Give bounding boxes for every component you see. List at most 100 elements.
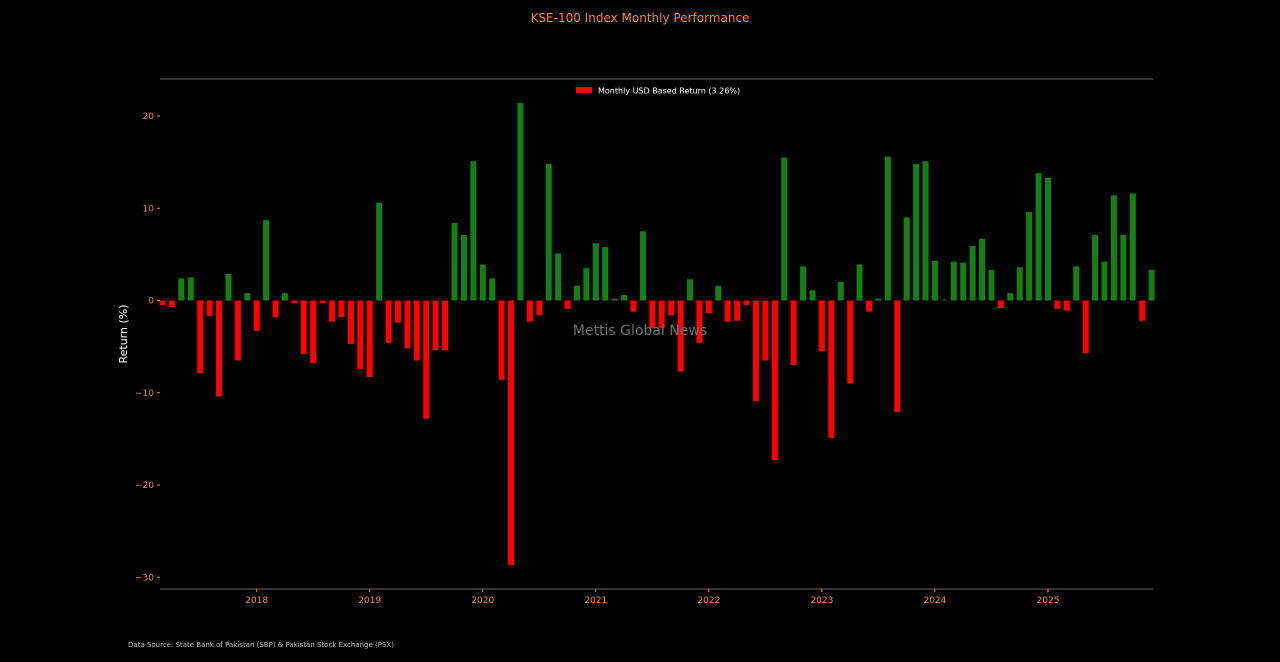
bar (762, 300, 769, 361)
legend-swatch (576, 87, 592, 93)
bar (1148, 270, 1155, 301)
bar (225, 273, 232, 301)
bar (234, 300, 241, 361)
bar (743, 300, 750, 306)
bar (658, 300, 665, 329)
legend-label: Monthly USD Based Return (3.26%) (598, 87, 740, 96)
bar (197, 300, 204, 374)
bar (291, 300, 298, 304)
bar (395, 300, 401, 323)
bar (781, 157, 788, 301)
bar (404, 300, 411, 349)
bar (1054, 300, 1061, 309)
bar (979, 238, 986, 301)
bar (555, 253, 562, 301)
bar (216, 300, 223, 397)
bar (969, 246, 976, 301)
bar (677, 300, 684, 372)
bar (630, 300, 637, 312)
y-axis-label: Return (%) (117, 304, 130, 363)
bar (366, 300, 373, 378)
bar (479, 264, 486, 301)
bar (263, 220, 270, 301)
bar (1044, 177, 1051, 301)
bar (517, 103, 524, 301)
bar (1139, 300, 1146, 321)
bar (1063, 300, 1070, 311)
bar (828, 300, 835, 438)
bar (715, 285, 722, 301)
bar (960, 262, 967, 301)
bar (602, 247, 609, 301)
legend: Monthly USD Based Return (3.26%) (576, 87, 740, 96)
x-tick-label: 2020 (471, 596, 494, 606)
bar (178, 278, 185, 301)
bar (847, 300, 854, 384)
bar (649, 300, 656, 329)
bar (1035, 173, 1042, 301)
bar (1026, 211, 1033, 301)
y-tick-label: 0 (148, 297, 154, 307)
bar (611, 298, 618, 301)
bar (894, 300, 901, 413)
bar (244, 293, 251, 301)
x-axis-ticks: 2018 2019 2020 2021 2022 2023 2024 2025 (245, 589, 1059, 606)
x-tick-label: 2019 (358, 596, 381, 606)
bar (818, 300, 825, 352)
bar (639, 231, 646, 301)
chart-title: KSE-100 Index Monthly Performance (530, 11, 750, 25)
bar (281, 293, 288, 301)
bar (752, 300, 759, 402)
bar (1110, 195, 1117, 301)
bar (950, 261, 957, 301)
y-tick-label: 10 (143, 204, 155, 214)
bar (319, 300, 326, 304)
x-tick-label: 2022 (697, 596, 720, 606)
bar (573, 285, 580, 301)
bar (272, 300, 279, 318)
bar (460, 235, 467, 301)
bar (837, 282, 844, 301)
y-tick-label: 20 (143, 112, 155, 122)
bar (329, 300, 336, 322)
x-tick-label: 2025 (1037, 596, 1060, 606)
bar (385, 300, 392, 343)
watermark: Mettis Global News (573, 323, 707, 339)
bar (526, 300, 533, 322)
bar (451, 223, 458, 301)
y-tick-label: −30 (135, 573, 154, 583)
bar (545, 163, 552, 301)
bar (300, 300, 307, 354)
bar (310, 300, 317, 364)
bar (376, 202, 383, 301)
bar (498, 300, 505, 380)
bar (1129, 193, 1136, 301)
bar (470, 161, 477, 301)
bar (1016, 267, 1023, 301)
bar (771, 300, 778, 461)
bar (913, 163, 920, 301)
bar (875, 298, 882, 301)
bar (592, 243, 599, 301)
source-note: Data Source: State Bank of Pakistan (SBP… (128, 641, 394, 649)
bar (1092, 235, 1099, 301)
bar (809, 290, 816, 301)
bar (508, 300, 515, 566)
y-tick-label: −10 (135, 389, 154, 399)
x-tick-label: 2024 (923, 596, 946, 606)
bar (856, 264, 863, 301)
y-axis-ticks: 20 10 0 −10 −20 −30 (135, 112, 160, 583)
bar (621, 294, 628, 301)
bar (338, 300, 345, 318)
bar (564, 300, 571, 309)
bar (432, 300, 439, 351)
x-tick-label: 2023 (810, 596, 833, 606)
bar (583, 268, 590, 301)
bar (536, 300, 543, 316)
bar (253, 300, 260, 331)
bar (187, 277, 194, 301)
bar (668, 300, 675, 316)
bar (1073, 266, 1080, 301)
